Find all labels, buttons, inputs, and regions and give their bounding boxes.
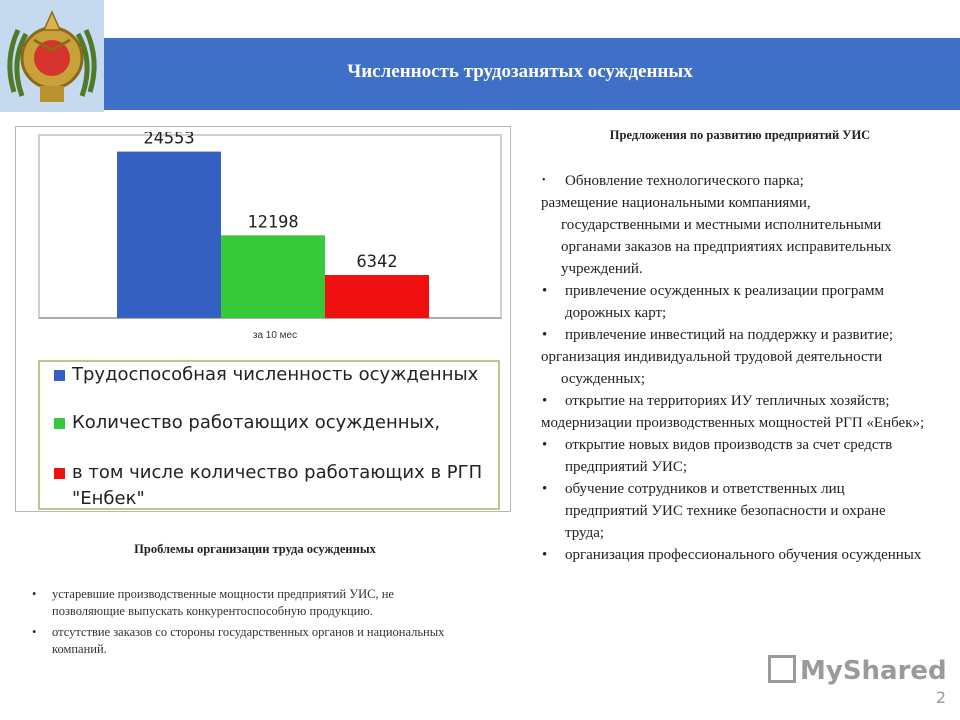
list-item-text: модернизации производственных мощностей … bbox=[541, 415, 925, 431]
proposals-title: Предложения по развитию предприятий УИС bbox=[609, 128, 871, 142]
proposals-list: • Обновление технологического парка; разм… bbox=[541, 170, 926, 566]
problems-title: Проблемы организации труда осужденных bbox=[134, 542, 376, 556]
list-item-text: устаревшие производственные мощности пре… bbox=[52, 587, 394, 618]
list-item-text: организация профессионального обучения о… bbox=[565, 547, 922, 563]
data-label: 6342 bbox=[357, 252, 398, 272]
list-item: организация индивидуальной трудовой деят… bbox=[541, 346, 926, 390]
list-item: • открытие на территориях ИУ тепличных хо… bbox=[542, 393, 890, 409]
page-number: 2 bbox=[935, 688, 946, 707]
x-tick-label: за 10 мес bbox=[253, 330, 297, 341]
list-item: • привлечение инвестиций на поддержку и р… bbox=[542, 327, 894, 343]
legend-item: Количество работающих осужденных, bbox=[54, 410, 440, 436]
watermark-text: MyShared bbox=[800, 656, 947, 686]
list-item-text: открытие на территориях ИУ тепличных хоз… bbox=[565, 393, 890, 409]
list-item: • обучение сотрудников и ответственных ли… bbox=[542, 481, 886, 541]
list-item: • Обновление технологического парка; bbox=[542, 173, 804, 189]
legend-swatch bbox=[54, 418, 65, 429]
bar bbox=[117, 151, 221, 318]
list-item: размещение национальными компаниями, гос… bbox=[541, 192, 926, 280]
bar bbox=[325, 275, 429, 318]
emblem bbox=[0, 0, 104, 112]
list-item-text: открытие новых видов производств за счет… bbox=[565, 437, 893, 475]
list-item-text: Обновление технологического парка; bbox=[565, 173, 804, 189]
list-item: • организация профессионального обучения … bbox=[542, 547, 922, 563]
list-item: • устаревшие производственные мощности пр… bbox=[32, 587, 394, 618]
legend-swatch bbox=[54, 370, 65, 381]
list-item: • привлечение осужденных к реализации про… bbox=[542, 283, 884, 321]
data-label: 24553 bbox=[143, 132, 194, 149]
header-band bbox=[0, 38, 960, 110]
page-title: Численность трудозанятых осужденных bbox=[347, 61, 693, 82]
list-item-text: привлечение инвестиций на поддержку и ра… bbox=[565, 327, 894, 343]
legend-swatch bbox=[54, 468, 65, 479]
legend-item: в том числе количество работающих в РГП … bbox=[54, 460, 484, 512]
list-item-text: обучение сотрудников и ответственных лиц… bbox=[565, 481, 886, 541]
chart-legend: Трудоспособная численность осужденных Ко… bbox=[38, 360, 500, 510]
bar bbox=[221, 235, 325, 318]
bar-chart: 24553 12198 6342 за 10 мес bbox=[38, 132, 502, 341]
legend-label: Количество работающих осужденных, bbox=[72, 412, 441, 433]
watermark-logo: MyShared bbox=[768, 655, 947, 686]
list-item-text: размещение национальными компаниями, гос… bbox=[541, 195, 892, 277]
legend-label: в том числе количество работающих в РГП … bbox=[72, 462, 483, 509]
presentation-icon bbox=[768, 655, 796, 683]
list-item-text: отсутствие заказов со стороны государств… bbox=[52, 625, 445, 656]
data-label: 12198 bbox=[247, 212, 298, 232]
list-item-text: привлечение осужденных к реализации прог… bbox=[565, 283, 884, 321]
list-item-text: организация индивидуальной трудовой деят… bbox=[541, 349, 883, 387]
legend-item: Трудоспособная численность осужденных bbox=[54, 362, 478, 388]
emblem-icon bbox=[0, 0, 104, 112]
list-item: модернизации производственных мощностей … bbox=[541, 412, 926, 434]
legend-label: Трудоспособная численность осужденных bbox=[72, 364, 479, 385]
list-item: • отсутствие заказов со стороны государст… bbox=[32, 625, 445, 656]
problems-list: • устаревшие производственные мощности пр… bbox=[30, 586, 455, 662]
list-item: • открытие новых видов производств за сче… bbox=[542, 437, 893, 475]
